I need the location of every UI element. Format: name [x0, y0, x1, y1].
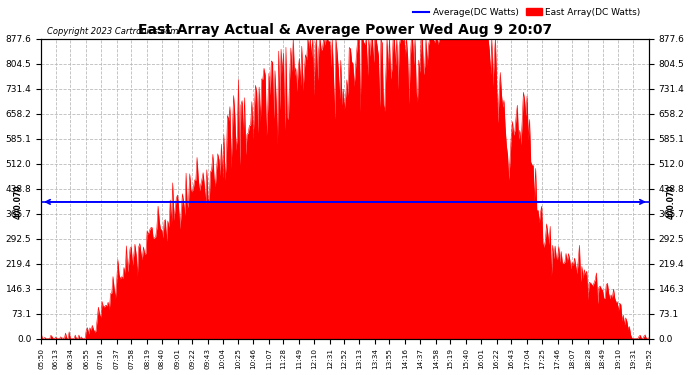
Text: Copyright 2023 Cartronics.com: Copyright 2023 Cartronics.com — [47, 27, 179, 36]
Text: 400.070: 400.070 — [14, 184, 23, 219]
Legend: Average(DC Watts), East Array(DC Watts): Average(DC Watts), East Array(DC Watts) — [409, 4, 644, 20]
Title: East Array Actual & Average Power Wed Aug 9 20:07: East Array Actual & Average Power Wed Au… — [138, 23, 552, 38]
Text: 400.070: 400.070 — [667, 184, 676, 219]
